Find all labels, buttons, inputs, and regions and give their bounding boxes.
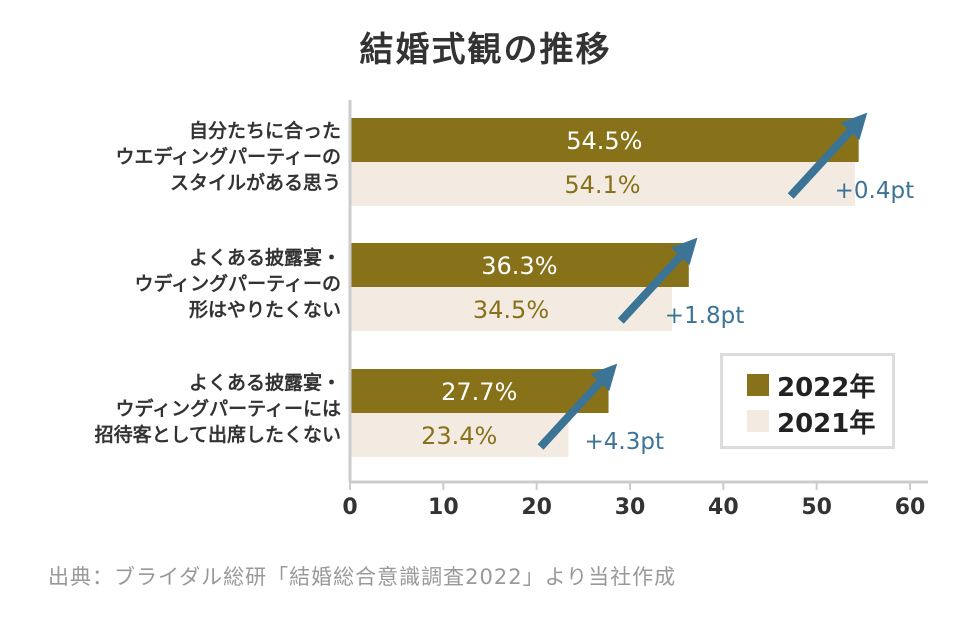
x-tick-label-20: 20 <box>521 495 552 520</box>
chart-title: 結婚式観の推移 <box>359 30 612 70</box>
x-tick-label-50: 50 <box>801 495 832 520</box>
legend: 2022年 2021年 <box>720 353 895 449</box>
trend-arrow-3 <box>537 363 618 450</box>
legend-item-2022: 2022年 <box>747 370 875 403</box>
x-tick-label-0: 0 <box>342 495 357 520</box>
value-label-2021-3: 23.4% <box>421 422 497 450</box>
value-label-2022-1: 54.5% <box>566 127 642 155</box>
bar-2021-1 <box>350 162 855 206</box>
value-label-2021-2: 34.5% <box>473 296 549 324</box>
category-label-3-line-3: 招待客として出席したくない <box>94 424 341 446</box>
category-label-1-line-2: ウエディングパーティーの <box>115 146 341 168</box>
legend-swatch-2021 <box>747 410 769 432</box>
source-note: 出典：ブライダル総研「結婚総合意識調査2022」より当社作成 <box>48 565 677 589</box>
bar-2022-1 <box>350 118 859 162</box>
bar-2022-3 <box>350 369 609 413</box>
x-tick-label-10: 10 <box>428 495 459 520</box>
category-label-2-line-3: 形はやりたくない <box>188 299 341 321</box>
trend-arrow-1 <box>787 112 868 199</box>
bar-2021-3 <box>350 413 569 457</box>
category-label-3-line-1: よくある披露宴・ <box>188 372 341 394</box>
trend-arrow-2 <box>617 237 698 324</box>
category-label-3: よくある披露宴・ ウディングパーティーには 招待客として出席したくない <box>41 370 341 448</box>
x-tick-label-30: 30 <box>615 495 646 520</box>
delta-label-3: +4.3pt <box>585 429 664 455</box>
category-label-1-line-1: 自分たちに合った <box>188 120 341 142</box>
delta-label-1: +0.4pt <box>835 178 914 204</box>
bar-2022-2 <box>350 243 689 287</box>
value-label-2022-3: 27.7% <box>441 378 517 406</box>
category-label-1: 自分たちに合った ウエディングパーティーの スタイルがある思う <box>41 118 341 196</box>
x-tick-label-60: 60 <box>895 495 926 520</box>
category-label-1-line-3: スタイルがある思う <box>169 172 341 194</box>
legend-item-2021: 2021年 <box>747 406 875 439</box>
delta-label-2: +1.8pt <box>665 303 744 329</box>
category-label-3-line-2: ウディングパーティーには <box>115 398 341 420</box>
category-label-2-line-1: よくある披露宴・ <box>188 247 341 269</box>
legend-label-2022: 2022年 <box>777 372 876 403</box>
category-label-2-line-2: ウディングパーティーの <box>134 273 341 295</box>
legend-swatch-2022 <box>747 374 769 396</box>
category-label-2: よくある披露宴・ ウディングパーティーの 形はやりたくない <box>41 245 341 323</box>
bar-2021-2 <box>350 287 672 331</box>
x-tick-label-40: 40 <box>708 495 739 520</box>
legend-label-2021: 2021年 <box>777 408 876 439</box>
value-label-2022-2: 36.3% <box>481 252 557 280</box>
value-label-2021-1: 54.1% <box>564 171 640 199</box>
